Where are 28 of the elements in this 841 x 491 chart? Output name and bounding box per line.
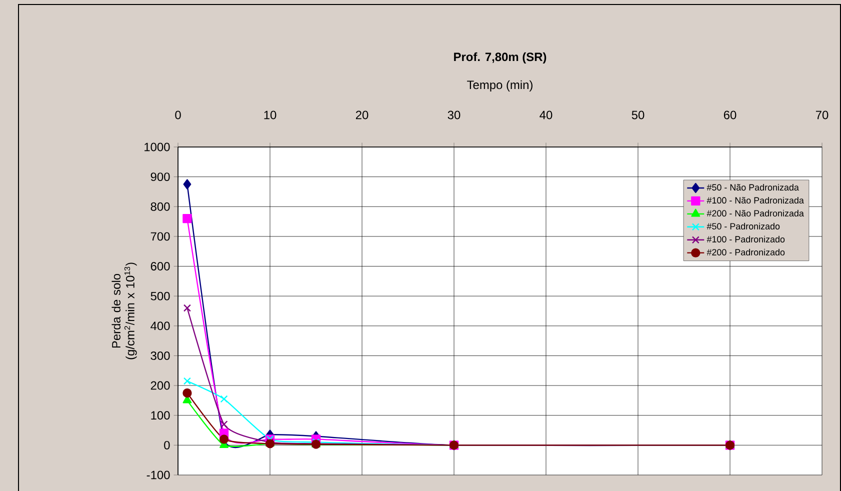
y-tick-label: 500: [150, 292, 170, 300]
x-tick-label: 40: [540, 110, 552, 120]
legend-label: #100 - Padronizado: [706, 236, 785, 242]
y-tick-label: 1000: [144, 142, 170, 152]
y-tick-label: 200: [150, 381, 170, 390]
x-tick-label: 20: [356, 110, 368, 120]
y-tick-label: -100: [146, 470, 170, 480]
y-tick-label: 400: [150, 322, 170, 330]
legend-label: #50 - Padronizado: [706, 222, 780, 230]
x-tick-label: 10: [264, 110, 276, 120]
y-tick-label: 300: [150, 351, 170, 360]
y-tick-label: 700: [150, 232, 170, 241]
y-tick-label: 800: [150, 202, 170, 211]
legend-label: #200 - Padronizado: [706, 248, 785, 256]
x-tick-label: 30: [448, 110, 460, 120]
x-tick-label: 60: [724, 110, 736, 120]
y-tick-label: 100: [151, 411, 170, 420]
legend-label: #200 - Não Padronizada: [706, 210, 804, 217]
legend-label: #50 - Não Padronizada: [706, 184, 799, 191]
x-axis-title: Tempo (min): [467, 80, 532, 92]
legend-label: #100 - Não Padronizada: [706, 196, 804, 204]
x-tick-label: 50: [632, 110, 644, 120]
x-tick-label: 0: [175, 110, 181, 120]
y-tick-label: 0: [164, 440, 170, 450]
x-tick-label: 70: [816, 110, 828, 120]
y-tick-label: 900: [150, 172, 170, 182]
y-tick-label: 600: [150, 262, 170, 270]
chart-title: Prof. 7,80m (SR): [454, 52, 546, 64]
